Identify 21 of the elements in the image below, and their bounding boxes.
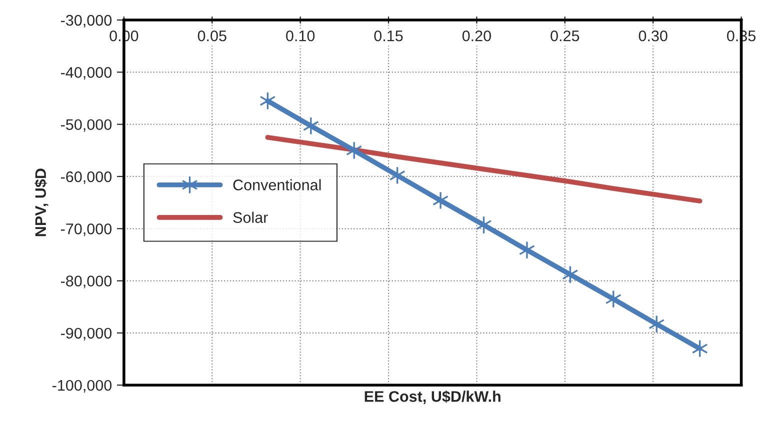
x-tick-label: 0.25	[550, 30, 580, 42]
point	[432, 191, 449, 210]
x-axis-title: EE Cost, U$D/kW.h	[364, 390, 500, 404]
y-tick-label: -30,000	[60, 14, 112, 28]
y-tick-label: -90,000	[60, 328, 112, 340]
y-axis-title: NPV, U$D	[34, 168, 48, 236]
x-tick-label: 0.15	[374, 30, 403, 42]
y-tick-label: -40,000	[60, 67, 112, 80]
y-tick-label: -60,000	[60, 171, 112, 184]
y-tick-label: -100,000	[52, 380, 112, 393]
point	[605, 290, 622, 308]
point	[518, 240, 536, 260]
y-tick-label: -50,000	[60, 119, 112, 132]
y-tick-label: -70,000	[60, 224, 112, 236]
x-tick-label: 0.05	[198, 30, 226, 42]
x-tick-label: 0.20	[462, 30, 491, 42]
y-tick-label: -80,000	[60, 276, 112, 288]
x-tick-label: 0.30	[638, 30, 668, 42]
x-tick-label: 0.10	[286, 30, 315, 42]
legend-label: Solar	[233, 212, 268, 223]
legend-label: Conventional	[233, 179, 321, 190]
